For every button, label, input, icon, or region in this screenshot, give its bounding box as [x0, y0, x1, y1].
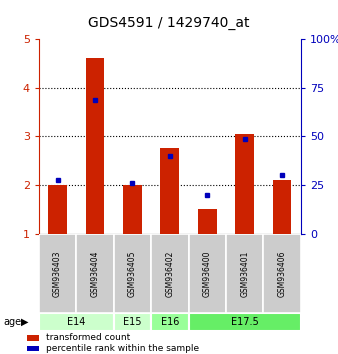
- Bar: [189, 313, 301, 331]
- Bar: [161, 148, 179, 234]
- Text: transformed count: transformed count: [46, 333, 130, 342]
- Text: GSM936403: GSM936403: [53, 250, 62, 297]
- Bar: [39, 313, 114, 331]
- Text: E14: E14: [67, 317, 86, 327]
- Text: age: age: [3, 317, 22, 327]
- Text: GSM936405: GSM936405: [128, 250, 137, 297]
- Bar: [48, 185, 67, 234]
- Bar: [151, 234, 189, 313]
- Text: ▶: ▶: [21, 317, 28, 327]
- Text: GSM936404: GSM936404: [91, 250, 99, 297]
- Bar: [114, 313, 151, 331]
- Bar: [235, 134, 254, 234]
- Text: GSM936401: GSM936401: [240, 250, 249, 297]
- Bar: [273, 180, 291, 234]
- Bar: [76, 234, 114, 313]
- Text: E16: E16: [161, 317, 179, 327]
- Bar: [86, 58, 104, 234]
- Bar: [151, 313, 189, 331]
- Text: E15: E15: [123, 317, 142, 327]
- Bar: [189, 234, 226, 313]
- Text: GSM936402: GSM936402: [165, 250, 174, 297]
- Bar: [226, 234, 263, 313]
- Bar: [263, 234, 301, 313]
- Text: GDS4591 / 1429740_at: GDS4591 / 1429740_at: [88, 16, 250, 30]
- Bar: [123, 185, 142, 234]
- Bar: [27, 346, 39, 352]
- Bar: [198, 209, 217, 234]
- Bar: [39, 234, 76, 313]
- Bar: [114, 234, 151, 313]
- Text: E17.5: E17.5: [231, 317, 259, 327]
- Text: GSM936400: GSM936400: [203, 250, 212, 297]
- Bar: [27, 335, 39, 341]
- Text: GSM936406: GSM936406: [277, 250, 287, 297]
- Text: percentile rank within the sample: percentile rank within the sample: [46, 344, 199, 353]
